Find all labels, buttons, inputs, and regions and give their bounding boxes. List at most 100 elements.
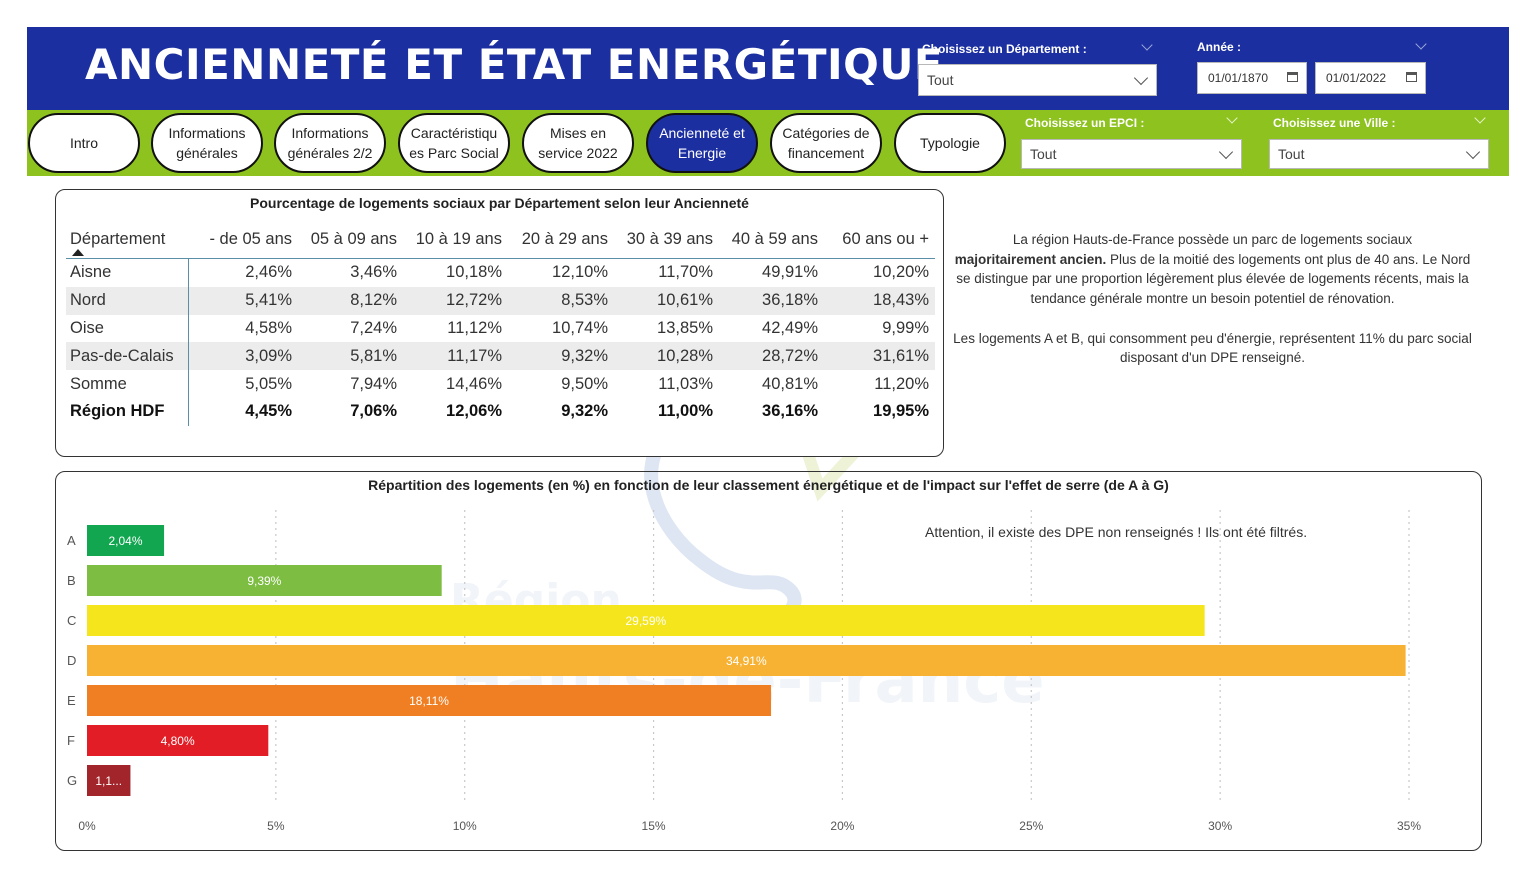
- table-cell: 10,18%: [446, 263, 502, 282]
- data-label: 1,1...: [95, 774, 122, 788]
- table-cell: 2,46%: [245, 263, 292, 282]
- x-tick-label: 0%: [78, 819, 96, 833]
- annee-slicer-label: Année :: [1197, 40, 1242, 54]
- bar: [87, 645, 1406, 676]
- bar: [87, 765, 131, 796]
- table-cell-departement: Nord: [66, 286, 189, 315]
- nav-button-label: Mises en service 2022: [538, 125, 618, 161]
- table-cell-departement: Pas-de-Calais: [66, 342, 189, 371]
- category-label: B: [67, 573, 76, 588]
- table-cell: 11,70%: [658, 263, 713, 282]
- x-tick-label: 25%: [1019, 819, 1043, 833]
- category-label: C: [67, 613, 76, 628]
- nav-button-label: Ancienneté et Energie: [659, 125, 745, 161]
- nav-button-label: Informations générales: [168, 125, 246, 161]
- sort-ascending-icon[interactable]: [72, 249, 84, 256]
- annee-start-date-input[interactable]: 01/01/1870: [1197, 62, 1307, 94]
- departement-dropdown[interactable]: Tout: [918, 64, 1157, 96]
- data-label: 34,91%: [726, 654, 767, 668]
- table-cell: 4,45%: [245, 402, 292, 421]
- table-cell: 13,85%: [657, 318, 713, 337]
- bar: [87, 565, 442, 596]
- table-cell: 5,41%: [188, 286, 298, 315]
- table-cell: 11,12%: [447, 318, 502, 337]
- x-tick-label: 20%: [830, 819, 854, 833]
- calendar-icon[interactable]: [1287, 72, 1298, 82]
- data-label: 29,59%: [625, 614, 666, 628]
- table-cell: 12,10%: [552, 263, 608, 282]
- nav-button-intro[interactable]: Intro: [28, 113, 140, 173]
- x-tick-label: 30%: [1208, 819, 1232, 833]
- table-row: Somme 5,05% 7,94% 14,46% 9,50% 11,03% 40…: [66, 370, 935, 398]
- column-header[interactable]: - de 05 ans: [188, 220, 298, 259]
- column-header[interactable]: 60 ans ou +: [824, 220, 935, 259]
- nav-button-mises-en-service[interactable]: Mises en service 2022: [522, 113, 634, 173]
- table-cell: 7,06%: [350, 402, 397, 421]
- nav-button-typologie[interactable]: Typologie: [894, 113, 1006, 173]
- table-cell-departement: Oise: [66, 314, 189, 343]
- table-header-row: Département - de 05 ans 05 à 09 ans 10 à…: [66, 220, 935, 259]
- table-cell: 36,18%: [719, 286, 824, 315]
- commentary-paragraph-1: La région Hauts-de-France possède un par…: [954, 232, 1471, 307]
- table-cell: 4,58%: [245, 318, 292, 337]
- nav-button-categories-financement[interactable]: Catégories de financement: [770, 113, 882, 173]
- table-cell: 11,03%: [658, 374, 713, 393]
- annee-start-date-value: 01/01/1870: [1208, 71, 1269, 85]
- calendar-icon[interactable]: [1406, 72, 1417, 82]
- table-row: Oise 4,58% 7,24% 11,12% 10,74% 13,85% 42…: [66, 314, 935, 343]
- table-cell: 28,72%: [719, 342, 824, 371]
- table-cell: 9,32%: [561, 402, 608, 421]
- table-row: Pas-de-Calais 3,09% 5,81% 11,17% 9,32% 1…: [66, 342, 935, 371]
- annee-end-date-input[interactable]: 01/01/2022: [1315, 62, 1426, 94]
- table-cell: 3,46%: [350, 263, 397, 282]
- table-cell: 42,49%: [762, 318, 818, 337]
- nav-button-informations-generales[interactable]: Informations générales: [151, 113, 263, 173]
- table-cell: 14,46%: [446, 374, 502, 393]
- category-label: E: [67, 693, 76, 708]
- table-cell: 10,28%: [614, 342, 719, 371]
- nav-button-caracteristiques[interactable]: Caractéristiqu es Parc Social: [398, 113, 510, 173]
- column-header[interactable]: 30 à 39 ans: [614, 220, 719, 259]
- nav-button-label: Typologie: [920, 135, 980, 151]
- table-cell: 8,12%: [298, 286, 403, 315]
- nav-button-anciennete-energie[interactable]: Ancienneté et Energie: [646, 113, 758, 173]
- table-cell: 9,99%: [882, 318, 929, 337]
- nav-button-label: Intro: [69, 135, 98, 151]
- category-label: A: [67, 533, 76, 548]
- epci-slicer-label: Choisissez un EPCI :: [1025, 116, 1145, 130]
- x-tick-label: 10%: [453, 819, 477, 833]
- nav-button-informations-generales-2[interactable]: Informations générales 2/2: [274, 113, 386, 173]
- table-cell: 5,81%: [298, 342, 403, 371]
- column-header[interactable]: 05 à 09 ans: [298, 220, 403, 259]
- commentary-paragraph-2: Les logements A et B, qui consomment peu…: [953, 330, 1472, 366]
- table-cell: 11,00%: [657, 402, 713, 421]
- nav-button-label: Caractéristiqu es Parc Social: [409, 125, 499, 161]
- column-header[interactable]: 10 à 19 ans: [403, 220, 508, 259]
- table-cell-departement: Aisne: [66, 258, 189, 287]
- table-cell: 7,94%: [350, 374, 397, 393]
- category-label: D: [67, 653, 76, 668]
- epci-dropdown-value: Tout: [1030, 146, 1057, 162]
- table-cell: 19,95%: [873, 402, 929, 421]
- annee-end-date-value: 01/01/2022: [1326, 71, 1387, 85]
- table-cell: 36,16%: [762, 402, 818, 421]
- bar: [87, 725, 269, 756]
- column-header[interactable]: 40 à 59 ans: [719, 220, 824, 259]
- x-tick-label: 5%: [267, 819, 285, 833]
- table-cell: 49,91%: [762, 263, 818, 282]
- table-cell: 10,20%: [873, 263, 929, 282]
- ville-dropdown[interactable]: Tout: [1269, 139, 1489, 169]
- table-row: Nord 5,41% 8,12% 12,72% 8,53% 10,61% 36,…: [66, 286, 935, 315]
- table-cell: 5,05%: [245, 374, 292, 393]
- column-header-departement[interactable]: Département: [66, 220, 188, 259]
- table-cell: 12,06%: [446, 402, 502, 421]
- table-cell: 8,53%: [508, 286, 614, 315]
- column-header[interactable]: 20 à 29 ans: [508, 220, 614, 259]
- category-label: F: [67, 733, 75, 748]
- table-cell: 7,24%: [350, 318, 397, 337]
- x-tick-label: 15%: [642, 819, 666, 833]
- table-cell: 3,09%: [188, 342, 298, 371]
- epci-dropdown[interactable]: Tout: [1021, 139, 1242, 169]
- data-label: 2,04%: [109, 534, 143, 548]
